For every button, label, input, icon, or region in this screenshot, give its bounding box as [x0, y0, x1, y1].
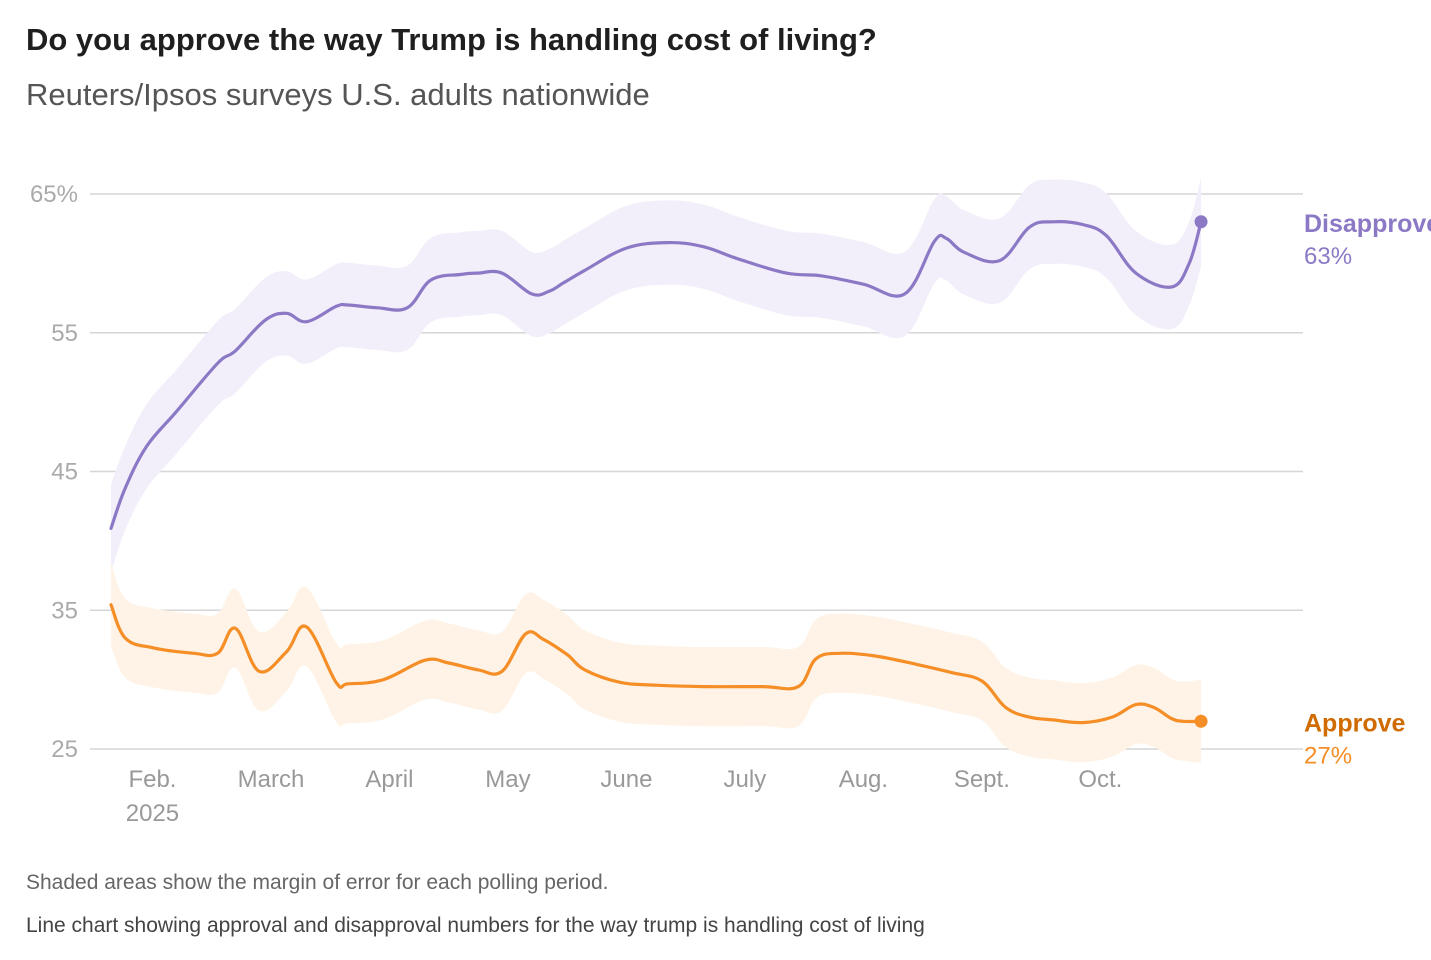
x-tick-label: Oct.: [1078, 766, 1122, 793]
y-tick-label: 35: [51, 597, 78, 624]
error-bands: [111, 177, 1202, 763]
x-tick-label: March: [238, 766, 305, 793]
x-tick-label: April: [365, 766, 413, 793]
x-tick-sublabel: 2025: [126, 800, 179, 827]
x-tick-label: July: [724, 766, 767, 793]
end-labels: Disapprove 63% Approve 27%: [1304, 210, 1431, 770]
approve-end-point: [1194, 714, 1208, 728]
chart-description: Line chart showing approval and disappro…: [26, 914, 925, 937]
y-tick-label: 55: [51, 320, 78, 347]
y-tick-label: 45: [51, 459, 78, 486]
approve-end-value: 27%: [1304, 742, 1352, 769]
y-tick-label: 25: [51, 736, 78, 763]
x-tick-label: Sept.: [954, 766, 1010, 793]
disapprove-error-band: [111, 177, 1202, 573]
disapprove-line: [109, 220, 1203, 530]
chart-subtitle: Reuters/Ipsos surveys U.S. adults nation…: [26, 77, 650, 112]
approve-line: [109, 603, 1203, 725]
y-tick-label: 65%: [30, 181, 78, 208]
approve-series-label: Approve: [1304, 709, 1406, 737]
disapprove-end-point: [1194, 215, 1208, 229]
x-axis-ticks: Feb. 2025 March April May June July Aug. Sept. Oc…: [126, 766, 1123, 827]
disapprove-series-label: Disapprove: [1304, 210, 1431, 238]
x-tick-label: June: [600, 766, 652, 793]
x-tick-label: Feb.: [128, 766, 176, 793]
x-tick-label: May: [485, 766, 530, 793]
x-tick-label: Aug.: [839, 766, 888, 793]
chart-note: Shaded areas show the margin of error fo…: [26, 871, 609, 894]
chart-title: Do you approve the way Trump is handling…: [26, 22, 877, 57]
series-lines: [109, 215, 1208, 728]
disapprove-end-value: 63%: [1304, 243, 1352, 270]
approve-error-band: [111, 563, 1202, 763]
y-axis-ticks: 65% 55 45 35 25: [30, 181, 78, 763]
line-chart: 65% 55 45 35 25 Feb. 2025 March April May June Jul…: [30, 177, 1431, 827]
